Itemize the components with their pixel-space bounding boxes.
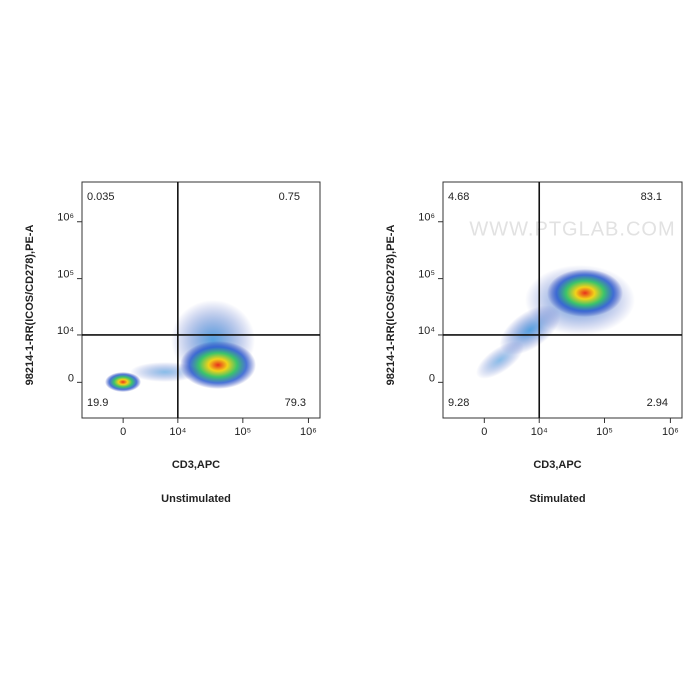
x-axis-title: CD3,APC	[533, 459, 581, 471]
quadrant-percent: 4.68	[448, 191, 469, 203]
y-tick-label: 0	[68, 372, 74, 384]
y-tick-label: 10⁴	[57, 325, 74, 337]
plot-frame	[81, 181, 321, 419]
x-tick-label: 10⁴	[169, 426, 186, 438]
y-tick-label: 10⁵	[418, 269, 435, 281]
quadrant-percent: 0.035	[87, 191, 115, 203]
y-axis-title: 98214-1-RR(ICOS/CD278),PE-A	[385, 225, 397, 386]
quadrant-percent: 2.94	[647, 397, 668, 409]
x-tick-label: 0	[481, 426, 487, 438]
quadrant-percent: 0.75	[279, 191, 300, 203]
density-cloud	[105, 300, 256, 392]
panel-title: Stimulated	[529, 493, 585, 505]
quadrant-percent: 79.3	[285, 397, 306, 409]
quadrant-percent: 9.28	[448, 397, 469, 409]
y-tick-label: 10⁴	[418, 325, 435, 337]
plot-frame	[442, 181, 683, 419]
y-tick-label: 10⁵	[57, 269, 74, 281]
x-tick-label: 10⁵	[596, 426, 613, 438]
x-tick-label: 0	[120, 426, 126, 438]
x-axis-title: CD3,APC	[172, 459, 220, 471]
density-cloud	[476, 265, 635, 379]
x-tick-label: 10⁵	[234, 426, 251, 438]
quadrant-percent: 19.9	[87, 397, 108, 409]
x-tick-label: 10⁶	[300, 426, 317, 438]
quadrant-percent: 83.1	[641, 191, 662, 203]
y-tick-label: 10⁶	[57, 212, 74, 224]
y-tick-label: 0	[429, 372, 435, 384]
watermark: WWW.PTGLAB.COM	[469, 218, 675, 240]
x-tick-label: 10⁶	[662, 426, 679, 438]
y-tick-label: 10⁶	[418, 212, 435, 224]
panel-title: Unstimulated	[161, 493, 231, 505]
y-axis-title: 98214-1-RR(ICOS/CD278),PE-A	[24, 225, 36, 386]
x-tick-label: 10⁴	[531, 426, 548, 438]
